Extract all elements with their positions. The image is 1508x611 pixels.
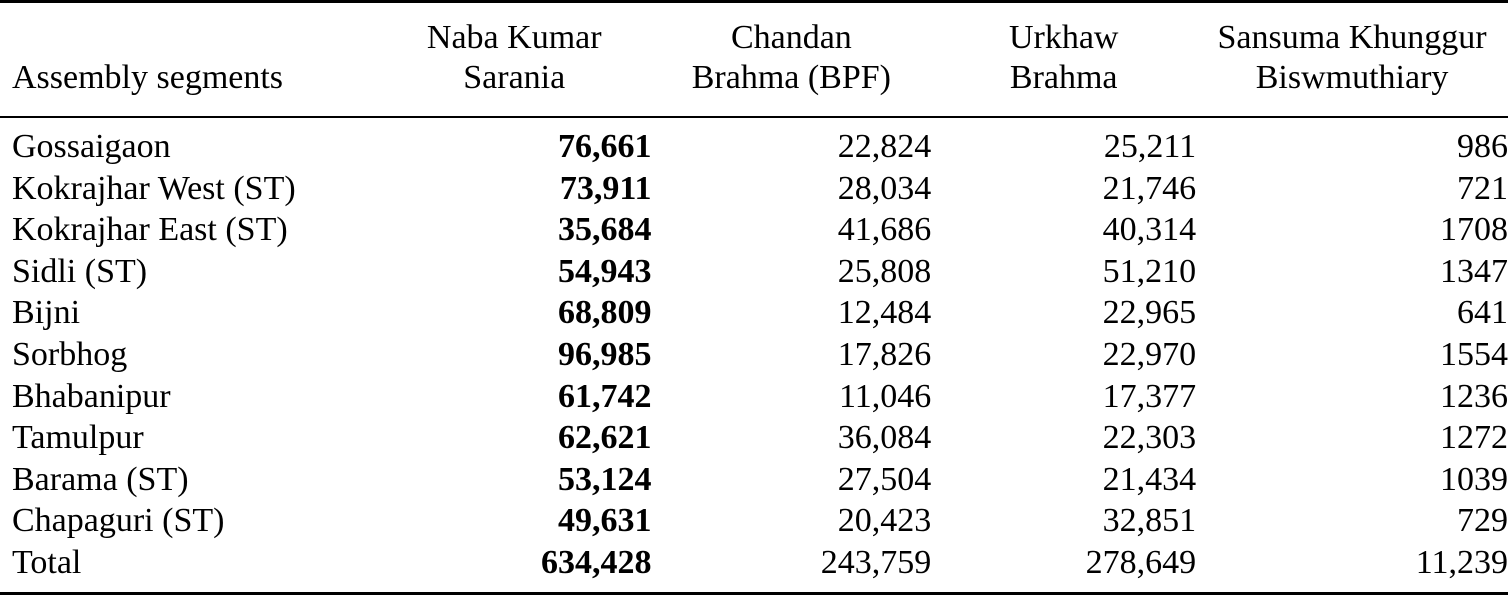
header-line: Sarania bbox=[463, 59, 566, 96]
header-chandan-brahma: Chandan Brahma (BPF) bbox=[651, 2, 931, 118]
sansuma-votes-cell: 986 bbox=[1457, 128, 1508, 165]
sarania-votes-cell: 49,631 bbox=[557, 502, 652, 540]
urkhaw-total-cell: 278,649 bbox=[1085, 543, 1197, 581]
header-line: Brahma (BPF) bbox=[691, 59, 892, 96]
chandan-votes-cell: 20,423 bbox=[837, 502, 932, 540]
header-line: Sansuma Khunggur bbox=[1217, 19, 1487, 56]
table-header: Assembly segments Naba Kumar Sarania Cha… bbox=[0, 1, 1508, 118]
segment-name-cell: Bijni bbox=[12, 294, 81, 332]
segment-name-cell: Barama (ST) bbox=[12, 460, 189, 498]
total-row: Total 634,428 243,759 278,649 11,239 bbox=[0, 542, 1508, 594]
table-row: Tamulpur 62,621 36,084 22,303 1272 bbox=[0, 417, 1508, 459]
urkhaw-votes-cell: 17,377 bbox=[1102, 377, 1197, 415]
results-table-container: Assembly segments Naba Kumar Sarania Cha… bbox=[0, 1, 1508, 594]
sarania-votes-cell: 76,661 bbox=[557, 128, 652, 165]
table-body: Gossaigaon 76,661 22,824 25,211 986 Kokr… bbox=[0, 117, 1508, 594]
sansuma-votes-cell: 1236 bbox=[1440, 377, 1508, 415]
header-naba-kumar-sarania: Naba Kumar Sarania bbox=[377, 2, 651, 118]
segment-name-cell: Kokrajhar West (ST) bbox=[12, 169, 296, 207]
sarania-votes-cell: 73,911 bbox=[559, 169, 652, 207]
sansuma-votes-cell: 1039 bbox=[1440, 460, 1508, 498]
header-line: Assembly segments bbox=[12, 59, 284, 96]
urkhaw-votes-cell: 25,211 bbox=[1103, 128, 1197, 165]
chandan-votes-cell: 28,034 bbox=[837, 169, 932, 207]
segment-name-cell: Bhabanipur bbox=[12, 377, 171, 415]
sansuma-votes-cell: 1347 bbox=[1440, 252, 1508, 290]
table-row: Bijni 68,809 12,484 22,965 641 bbox=[0, 292, 1508, 334]
table-row: Chapaguri (ST) 49,631 20,423 32,851 729 bbox=[0, 500, 1508, 542]
header-line: Naba Kumar bbox=[426, 19, 602, 56]
table-row: Sorbhog 96,985 17,826 22,970 1554 bbox=[0, 334, 1508, 376]
urkhaw-votes-cell: 40,314 bbox=[1102, 211, 1197, 249]
table-row: Barama (ST) 53,124 27,504 21,434 1039 bbox=[0, 459, 1508, 501]
segment-name-cell: Kokrajhar East (ST) bbox=[12, 211, 288, 249]
chandan-votes-cell: 27,504 bbox=[837, 460, 932, 498]
urkhaw-votes-cell: 21,434 bbox=[1102, 460, 1197, 498]
sarania-votes-cell: 96,985 bbox=[557, 335, 652, 373]
header-line: Biswmuthiary bbox=[1255, 59, 1449, 96]
total-label-cell: Total bbox=[12, 543, 82, 581]
urkhaw-votes-cell: 22,303 bbox=[1102, 419, 1197, 457]
chandan-votes-cell: 36,084 bbox=[837, 419, 932, 457]
table-row: Bhabanipur 61,742 11,046 17,377 1236 bbox=[0, 376, 1508, 418]
segment-name-cell: Tamulpur bbox=[12, 419, 144, 457]
chandan-votes-cell: 22,824 bbox=[837, 128, 932, 165]
segment-name-cell: Sidli (ST) bbox=[12, 252, 148, 290]
table-row: Gossaigaon 76,661 22,824 25,211 986 bbox=[0, 117, 1508, 168]
sarania-votes-cell: 61,742 bbox=[557, 377, 652, 415]
chandan-votes-cell: 17,826 bbox=[837, 335, 932, 373]
segment-name-cell: Gossaigaon bbox=[12, 128, 171, 165]
segment-name-cell: Sorbhog bbox=[12, 335, 128, 373]
header-line: Brahma bbox=[1009, 59, 1118, 96]
sarania-votes-cell: 54,943 bbox=[557, 252, 652, 290]
chandan-votes-cell: 41,686 bbox=[837, 211, 932, 249]
header-line: Urkhaw bbox=[1008, 19, 1119, 56]
sarania-votes-cell: 68,809 bbox=[557, 294, 652, 332]
urkhaw-votes-cell: 51,210 bbox=[1102, 252, 1197, 290]
chandan-votes-cell: 12,484 bbox=[837, 294, 932, 332]
results-table: Assembly segments Naba Kumar Sarania Cha… bbox=[0, 1, 1508, 594]
sarania-votes-cell: 62,621 bbox=[557, 419, 652, 457]
sansuma-votes-cell: 641 bbox=[1457, 294, 1508, 332]
urkhaw-votes-cell: 22,965 bbox=[1102, 294, 1197, 332]
sansuma-votes-cell: 729 bbox=[1457, 502, 1508, 540]
sarania-votes-cell: 35,684 bbox=[557, 211, 652, 249]
header-urkhaw-brahma: Urkhaw Brahma bbox=[931, 2, 1196, 118]
sansuma-votes-cell: 1708 bbox=[1440, 211, 1508, 249]
table-row: Kokrajhar West (ST) 73,911 28,034 21,746… bbox=[0, 168, 1508, 210]
urkhaw-votes-cell: 21,746 bbox=[1102, 169, 1197, 207]
sansuma-total-cell: 11,239 bbox=[1415, 543, 1508, 581]
segment-name-cell: Chapaguri (ST) bbox=[12, 502, 225, 540]
chandan-votes-cell: 11,046 bbox=[839, 377, 932, 415]
table-row: Sidli (ST) 54,943 25,808 51,210 1347 bbox=[0, 251, 1508, 293]
header-sansuma-khunggur-biswmuthiary: Sansuma Khunggur Biswmuthiary bbox=[1196, 2, 1508, 118]
header-assembly-segments: Assembly segments bbox=[0, 2, 377, 118]
header-line: Chandan bbox=[730, 19, 852, 56]
urkhaw-votes-cell: 22,970 bbox=[1102, 335, 1197, 373]
table-row: Kokrajhar East (ST) 35,684 41,686 40,314… bbox=[0, 209, 1508, 251]
sarania-votes-cell: 53,124 bbox=[557, 460, 652, 498]
urkhaw-votes-cell: 32,851 bbox=[1102, 502, 1197, 540]
sansuma-votes-cell: 721 bbox=[1457, 169, 1508, 207]
sansuma-votes-cell: 1554 bbox=[1440, 335, 1508, 373]
chandan-votes-cell: 25,808 bbox=[837, 252, 932, 290]
header-row: Assembly segments Naba Kumar Sarania Cha… bbox=[0, 1, 1508, 118]
chandan-total-cell: 243,759 bbox=[820, 543, 932, 581]
sarania-total-cell: 634,428 bbox=[540, 543, 652, 581]
sansuma-votes-cell: 1272 bbox=[1440, 419, 1508, 457]
